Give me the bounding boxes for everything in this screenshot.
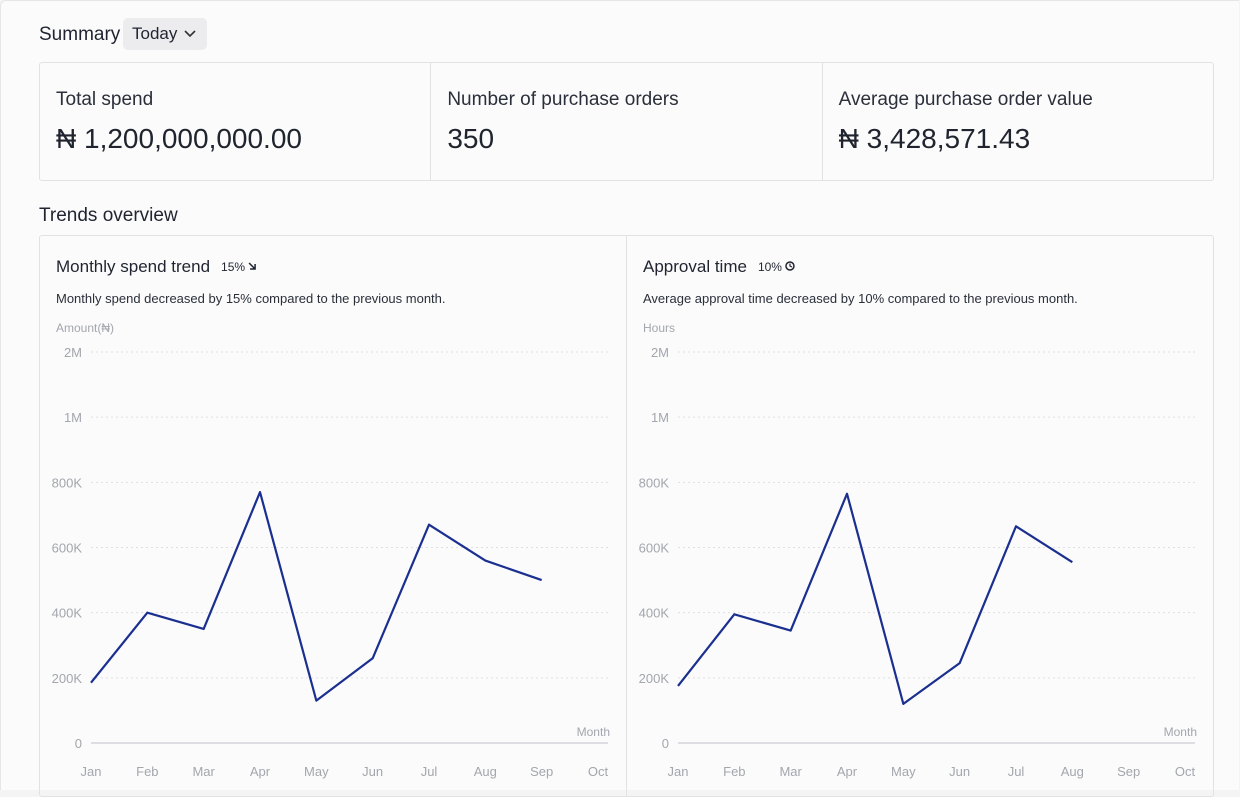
x-tick-label: Jan (668, 764, 689, 779)
x-axis-title: Month (577, 725, 610, 739)
chevron-icon (184, 30, 196, 38)
y-tick-label: 2M (651, 345, 669, 360)
trend-down-icon (248, 262, 256, 270)
card-value: 350 (447, 123, 495, 154)
x-tick-label: May (304, 764, 329, 779)
y-tick-label: 800K (639, 475, 670, 490)
summary-cards: Total spend ₦ 1,200,000,000.00 Number of … (39, 62, 1214, 181)
change-badge: 15% (221, 260, 245, 274)
x-tick-label: Oct (1175, 764, 1196, 779)
x-tick-label: Jul (1008, 764, 1025, 779)
period-label: Today (132, 24, 178, 43)
y-tick-label: 0 (662, 736, 669, 751)
clock-hands (789, 263, 793, 268)
x-axis-title: Month (1164, 725, 1197, 739)
y-tick-label: 200K (639, 671, 670, 686)
change-badge: 10% (758, 260, 782, 274)
y-tick-label: 1M (64, 410, 82, 425)
period-dropdown[interactable]: Today (123, 18, 207, 50)
y-tick-label: 0 (75, 736, 82, 751)
card-label: Total spend (56, 89, 154, 110)
trends-title: Trends overview (39, 205, 178, 226)
x-tick-label: Jan (81, 764, 102, 779)
y-tick-label: 400K (639, 606, 670, 621)
x-tick-label: May (891, 764, 916, 779)
x-tick-label: Feb (723, 764, 745, 779)
x-tick-label: Sep (530, 764, 553, 779)
card-value: ₦ 1,200,000,000.00 (56, 123, 302, 154)
y-axis-title: Hours (643, 321, 675, 335)
line-series (677, 492, 1073, 705)
x-tick-label: Apr (250, 764, 271, 779)
x-tick-label: Aug (1061, 764, 1084, 779)
trends-panel: Monthly spend trend 15% Monthly spend decr… (39, 235, 1214, 797)
x-tick-label: Jul (421, 764, 438, 779)
x-tick-label: Oct (588, 764, 609, 779)
x-tick-label: Apr (837, 764, 858, 779)
y-tick-label: 400K (52, 606, 83, 621)
card: Number of purchase orders 350 (431, 63, 823, 180)
x-tick-label: Mar (192, 764, 215, 779)
line-series (90, 491, 543, 702)
chart-subtitle: Average approval time decreased by 10% c… (643, 291, 1078, 306)
y-tick-label: 2M (64, 345, 82, 360)
card: Average purchase order value ₦ 3,428,571.… (823, 63, 1213, 180)
chart-title: Approval time (643, 257, 747, 276)
summary-title: Summary (39, 24, 121, 45)
clock-icon (785, 261, 795, 271)
card: Total spend ₦ 1,200,000,000.00 (40, 63, 432, 180)
divider (626, 236, 627, 796)
chart-title: Monthly spend trend (56, 257, 210, 276)
y-tick-label: 1M (651, 410, 669, 425)
x-tick-label: Aug (474, 764, 497, 779)
chart-subtitle: Monthly spend decreased by 15% compared … (56, 291, 446, 306)
y-axis-title: Amount(₦) (56, 321, 114, 335)
card-label: Number of purchase orders (447, 89, 679, 110)
y-tick-label: 200K (52, 671, 83, 686)
chart: Approval time 10% Average approval time de… (639, 257, 1197, 779)
x-tick-label: Mar (779, 764, 802, 779)
x-tick-label: Sep (1117, 764, 1140, 779)
x-tick-label: Feb (136, 764, 158, 779)
card-label: Average purchase order value (838, 89, 1093, 110)
y-tick-label: 600K (639, 541, 670, 556)
y-tick-label: 600K (52, 541, 83, 556)
card-value: ₦ 3,428,571.43 (838, 123, 1031, 154)
y-tick-label: 800K (52, 475, 83, 490)
chart: Monthly spend trend 15% Monthly spend decr… (52, 257, 610, 779)
x-tick-label: Jun (949, 764, 970, 779)
x-tick-label: Jun (362, 764, 383, 779)
